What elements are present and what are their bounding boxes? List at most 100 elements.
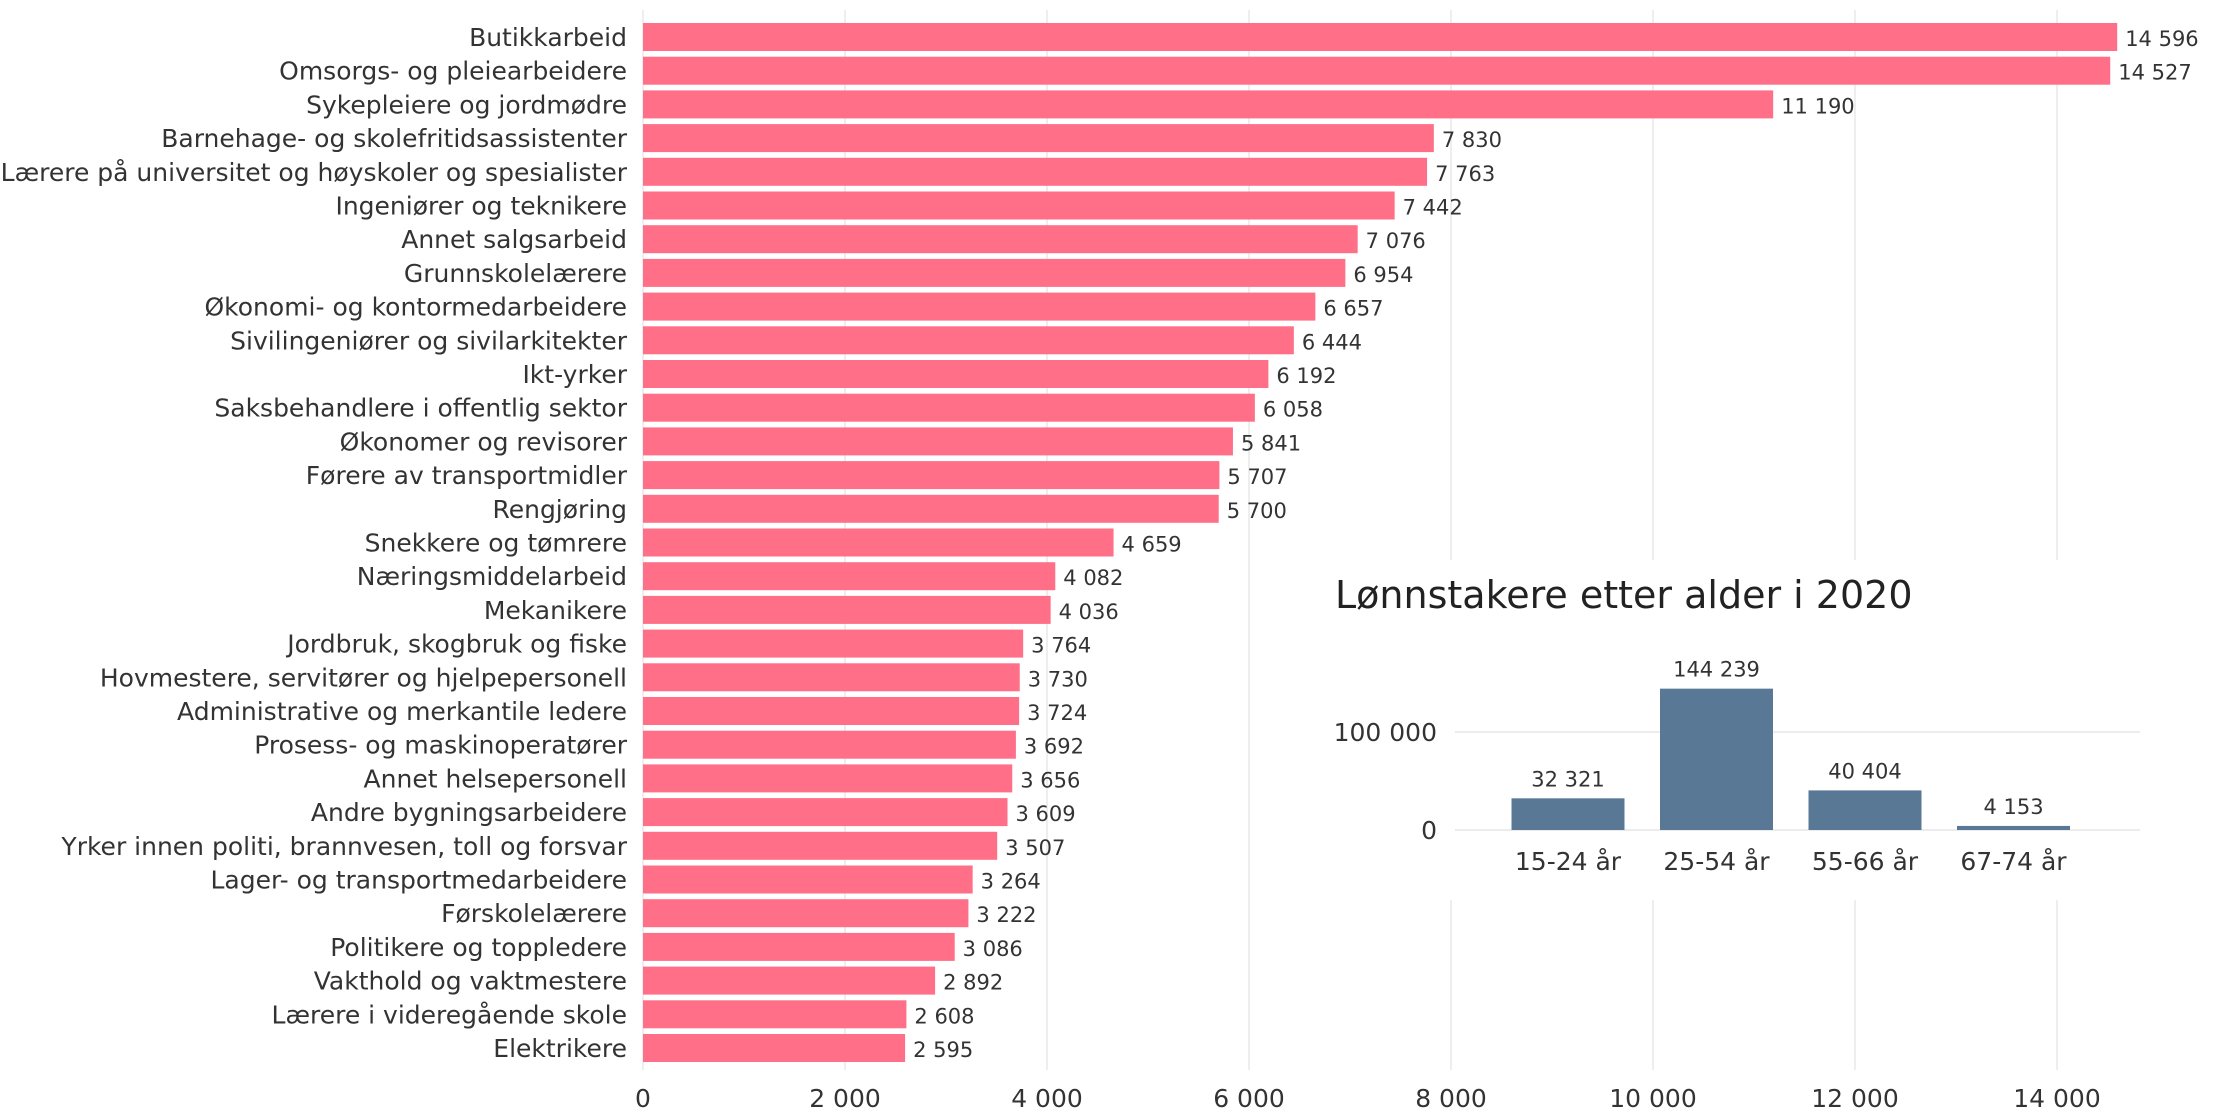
inset-chart-title: Lønnstakere etter alder i 2020 <box>1335 573 1913 617</box>
x-tick-label-1: 2 000 <box>809 1084 881 1113</box>
category-label-28: Vakthold og vaktmestere <box>314 967 627 996</box>
bar-27 <box>643 932 955 961</box>
category-labels: Butikkarbeid Omsorgs- og pleiearbeidere Sy… <box>1 23 628 1063</box>
category-label-21: Prosess- og maskinoperatører <box>254 731 628 760</box>
category-label-29: Lærere i videregående skole <box>272 1000 627 1029</box>
category-label-11: Saksbehandlere i offentlig sektor <box>214 394 627 423</box>
value-label-26: 3 222 <box>976 903 1036 927</box>
value-label-5: 7 442 <box>1403 196 1463 220</box>
bar-17 <box>643 595 1051 624</box>
bar-5 <box>643 191 1395 220</box>
x-tick-label-0: 0 <box>635 1084 651 1113</box>
inset-y-tick-1: 100 000 <box>1334 718 1437 747</box>
bar-10 <box>643 360 1269 388</box>
category-label-2: Sykepleiere og jordmødre <box>306 90 627 119</box>
category-label-20: Administrative og merkantile ledere <box>177 697 627 726</box>
value-label-18: 3 764 <box>1031 634 1091 658</box>
category-label-17: Mekanikere <box>484 596 627 625</box>
value-label-28: 2 892 <box>943 971 1003 995</box>
bar-28 <box>643 966 936 995</box>
value-label-8: 6 657 <box>1323 297 1383 321</box>
x-tick-label-7: 14 000 <box>2013 1084 2100 1113</box>
value-label-16: 4 082 <box>1063 566 1123 590</box>
category-label-16: Næringsmiddelarbeid <box>357 562 627 591</box>
category-label-30: Elektrikere <box>493 1034 627 1063</box>
inset-bar-0 <box>1511 798 1625 830</box>
category-label-3: Barnehage- og skolefritidsassistenter <box>161 124 627 153</box>
value-label-1: 14 527 <box>2118 61 2191 85</box>
value-label-13: 5 707 <box>1227 465 1287 489</box>
value-label-6: 7 076 <box>1366 229 1426 253</box>
category-label-6: Annet salgsarbeid <box>401 225 627 254</box>
value-label-24: 3 507 <box>1005 836 1065 860</box>
bar-30 <box>643 1034 906 1062</box>
bar-11 <box>643 393 1255 422</box>
category-label-4: Lærere på universitet og høyskoler og sp… <box>1 158 628 187</box>
x-tick-label-4: 8 000 <box>1415 1084 1487 1113</box>
bar-21 <box>643 730 1016 759</box>
bar-29 <box>643 1000 907 1029</box>
main-bars <box>643 23 2118 1062</box>
bar-0 <box>643 23 2118 51</box>
bar-25 <box>643 865 973 894</box>
value-label-15: 4 659 <box>1122 533 1182 557</box>
x-tick-label-6: 12 000 <box>1811 1084 1898 1113</box>
inset-category-label-1: 25-54 år <box>1663 847 1770 876</box>
category-label-5: Ingeniører og teknikere <box>335 192 627 221</box>
value-label-2: 11 190 <box>1781 94 1854 118</box>
inset-value-label-3: 4 153 <box>1983 795 2043 819</box>
inset-category-label-2: 55-66 år <box>1812 847 1919 876</box>
bar-12 <box>643 427 1233 456</box>
category-label-0: Butikkarbeid <box>469 23 627 52</box>
bar-16 <box>643 562 1056 591</box>
x-tick-label-5: 10 000 <box>1609 1084 1696 1113</box>
value-label-25: 3 264 <box>981 870 1041 894</box>
x-axis-tick-labels: 0 2 000 4 000 6 000 8 000 10 000 12 000 14 000 <box>635 1084 2101 1113</box>
bar-14 <box>643 494 1219 523</box>
bar-9 <box>643 326 1294 355</box>
inset-category-label-0: 15-24 år <box>1515 847 1622 876</box>
bar-20 <box>643 697 1020 725</box>
inset-y-tick-0: 0 <box>1421 816 1437 845</box>
value-label-7: 6 954 <box>1353 263 1413 287</box>
value-label-14: 5 700 <box>1227 499 1287 523</box>
inset-bar-3 <box>1957 825 2070 830</box>
value-label-9: 6 444 <box>1302 330 1362 354</box>
category-label-23: Andre bygningsarbeidere <box>311 798 627 827</box>
value-label-29: 2 608 <box>914 1004 974 1028</box>
category-label-26: Førskolelærere <box>441 899 627 928</box>
inset-category-labels: 15-24 år 25-54 år 55-66 år 67-74 år <box>1515 847 2067 876</box>
bar-13 <box>643 461 1220 490</box>
bar-26 <box>643 899 969 928</box>
category-label-15: Snekkere og tømrere <box>365 529 627 558</box>
category-label-10: Ikt-yrker <box>522 360 627 389</box>
bar-18 <box>643 629 1024 658</box>
bar-22 <box>643 764 1013 793</box>
bar-2 <box>643 90 1774 119</box>
inset-value-label-2: 40 404 <box>1828 759 1901 783</box>
value-label-17: 4 036 <box>1059 600 1119 624</box>
value-label-11: 6 058 <box>1263 398 1323 422</box>
bar-1 <box>643 56 2111 85</box>
category-label-8: Økonomi- og kontormedarbeidere <box>205 293 628 322</box>
category-label-13: Førere av transportmidler <box>306 461 628 490</box>
inset-value-label-1: 144 239 <box>1673 658 1760 682</box>
value-label-10: 6 192 <box>1276 364 1336 388</box>
bar-19 <box>643 663 1020 692</box>
bar-7 <box>643 258 1346 287</box>
category-label-12: Økonomer og revisorer <box>340 427 628 456</box>
category-label-25: Lager- og transportmedarbeidere <box>210 866 627 895</box>
value-label-22: 3 656 <box>1020 768 1080 792</box>
category-label-24: Yrker innen politi, brannvesen, toll og … <box>60 832 627 861</box>
bar-3 <box>643 124 1434 153</box>
bar-4 <box>643 157 1428 186</box>
value-label-20: 3 724 <box>1027 701 1087 725</box>
inset-value-labels: 32 321 144 239 40 404 4 153 <box>1531 658 2043 819</box>
value-label-23: 3 609 <box>1016 802 1076 826</box>
value-label-19: 3 730 <box>1028 667 1088 691</box>
value-labels: 14 596 14 527 11 190 7 830 7 763 7 442 7 076 6 … <box>913 27 2199 1062</box>
value-label-4: 7 763 <box>1435 162 1495 186</box>
value-label-21: 3 692 <box>1024 735 1084 759</box>
value-label-3: 7 830 <box>1442 128 1502 152</box>
